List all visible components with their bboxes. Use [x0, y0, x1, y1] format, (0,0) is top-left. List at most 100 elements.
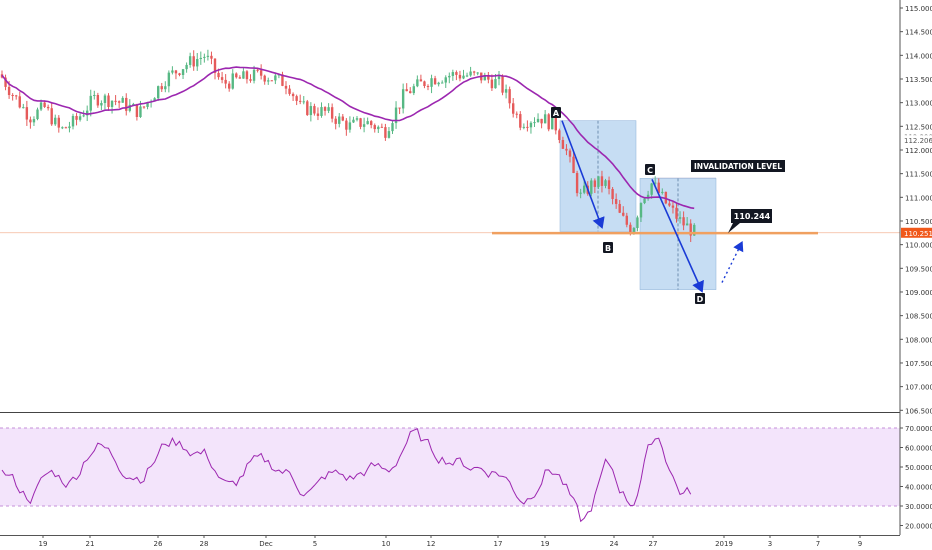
candle-body — [46, 106, 50, 109]
candle-body — [320, 107, 323, 116]
candle-body — [139, 106, 142, 117]
candle-body — [61, 127, 64, 129]
candle-body — [575, 173, 579, 194]
candle-body — [256, 69, 259, 71]
time-axis[interactable]: 19 21 26 28 Dec 5 10 12 17 19 24 27 2019 3 7 9 — [0, 535, 900, 548]
candle-body — [142, 106, 146, 108]
candle-body — [259, 70, 263, 76]
candle-body — [220, 77, 224, 80]
candle-body — [423, 81, 426, 87]
candle-body — [533, 122, 536, 124]
time-tick-label: 17 — [494, 540, 503, 548]
label-d: D — [697, 295, 704, 304]
price-axis[interactable]: 115.000 114.500 114.000 113.500 113.000 112.5… — [899, 0, 932, 550]
candle-body — [398, 107, 401, 109]
candle-body — [597, 176, 600, 187]
time-tick-label: 19 — [39, 540, 48, 548]
rsi-tick-label: 20.0000 — [905, 523, 932, 531]
price-tick-label: 108.000 — [905, 336, 932, 344]
price-tick-label: 114.500 — [905, 29, 932, 37]
moving-average-line — [1, 66, 695, 210]
price-tick-label: 108.500 — [905, 313, 932, 321]
candle-body — [497, 76, 501, 80]
label-a-bg — [551, 107, 561, 118]
candle-body — [508, 89, 511, 104]
candle-body — [551, 116, 554, 130]
candle-body — [668, 203, 671, 206]
price-tick-label: 113.000 — [905, 100, 932, 108]
time-tick-label: Dec — [259, 540, 273, 548]
candle-body — [448, 75, 451, 78]
candle-body — [93, 95, 96, 97]
candle-body — [426, 86, 430, 88]
candle-body — [391, 123, 394, 132]
candle-body — [100, 102, 103, 106]
candle-body — [384, 127, 387, 138]
candle-body — [224, 79, 227, 84]
candle-body — [132, 103, 135, 105]
candle-body — [430, 78, 433, 87]
price-tick-label: 112.000 — [905, 147, 932, 155]
candle-body — [32, 119, 36, 123]
candle-body — [117, 101, 121, 103]
candle-body — [327, 107, 330, 111]
candle-body — [167, 72, 171, 87]
candle-body — [11, 95, 14, 97]
candle-body — [604, 180, 607, 186]
candle-body — [213, 58, 217, 73]
candle-body — [288, 88, 291, 94]
price-tick-label: 109.000 — [905, 289, 932, 297]
candle-body — [568, 150, 572, 157]
price-tick-label: 111.000 — [905, 194, 932, 202]
candle-body — [572, 156, 575, 174]
candle-body — [89, 95, 92, 111]
price-tick-label: 106.500 — [905, 407, 932, 415]
candle-body — [629, 224, 632, 234]
candle-body — [469, 71, 472, 76]
candle-body — [164, 86, 167, 90]
candle-body — [135, 103, 139, 117]
candle-body — [622, 212, 625, 216]
candle-body — [554, 116, 557, 131]
candle-body — [618, 203, 621, 213]
candle-body — [579, 192, 582, 194]
candle-body — [419, 79, 423, 82]
candle-body — [50, 108, 53, 125]
price-tick-label: 107.000 — [905, 384, 932, 392]
candle-body — [366, 121, 369, 125]
candle-body — [685, 223, 689, 226]
candles — [0, 49, 696, 243]
candle-body — [352, 119, 355, 123]
candle-body — [451, 72, 455, 76]
candle-body — [476, 72, 479, 74]
price-marker-label: 112.206 — [904, 137, 932, 145]
candle-body — [600, 176, 604, 186]
candle-body — [43, 102, 46, 107]
wave-cd-arrow — [651, 179, 704, 293]
candle-body — [178, 73, 181, 76]
candle-body — [39, 102, 43, 110]
candle-body — [590, 180, 593, 194]
candle-body — [611, 188, 614, 199]
time-tick-label: 5 — [313, 540, 317, 548]
candle-body — [512, 103, 515, 114]
candle-body — [561, 140, 565, 149]
invalidation-bg — [691, 160, 785, 172]
candle-body — [441, 82, 444, 84]
candle-body — [68, 126, 71, 129]
time-tick-label: 7 — [816, 540, 820, 548]
candle-body — [682, 217, 685, 226]
candle-body — [455, 72, 458, 75]
candle-body — [54, 117, 57, 125]
candle-body — [206, 55, 210, 57]
candle-body — [661, 191, 664, 193]
candle-body — [71, 115, 75, 127]
candle-body — [235, 73, 238, 78]
candle-body — [86, 110, 89, 116]
candle-body — [583, 185, 586, 193]
candle-body — [82, 115, 85, 117]
candle-body — [242, 71, 245, 79]
price-marker-label: 110.251 — [904, 230, 932, 238]
label-c-bg — [645, 164, 655, 175]
candle-body — [657, 182, 660, 193]
